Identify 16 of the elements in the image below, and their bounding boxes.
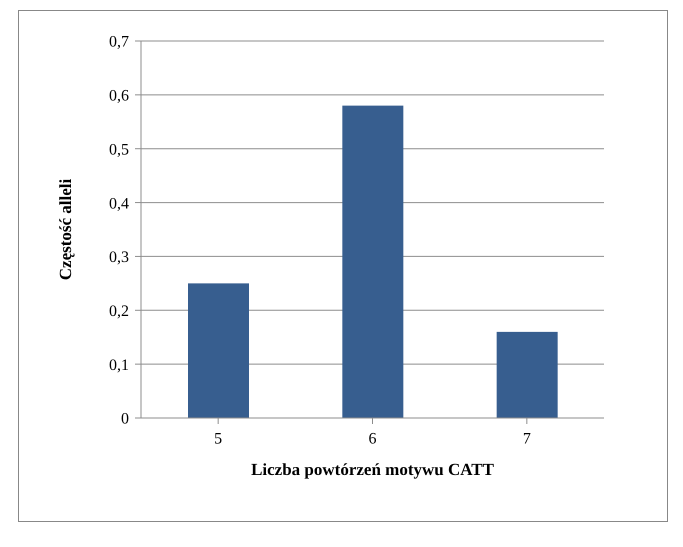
- y-axis-title: Częstość alleli: [56, 178, 76, 280]
- bar: [342, 106, 404, 418]
- x-tick-label: 6: [368, 430, 376, 448]
- bar: [188, 283, 249, 418]
- y-tick-label: 0: [121, 410, 129, 428]
- y-tick-label: 0,5: [109, 141, 129, 158]
- y-tick-label: 0,2: [109, 302, 129, 320]
- x-tick-label: 5: [214, 430, 222, 448]
- y-tick-label: 0,6: [109, 88, 129, 105]
- y-tick-label: 0,1: [109, 356, 129, 374]
- x-tick-label: 7: [522, 430, 531, 448]
- bar: [496, 332, 558, 418]
- y-tick-label: 0,3: [109, 249, 129, 266]
- x-axis-title: Liczba powtórzeń motywu CATT: [251, 460, 495, 480]
- y-tick-label: 0,4: [109, 195, 129, 212]
- y-tick-label: 0,7: [109, 34, 129, 51]
